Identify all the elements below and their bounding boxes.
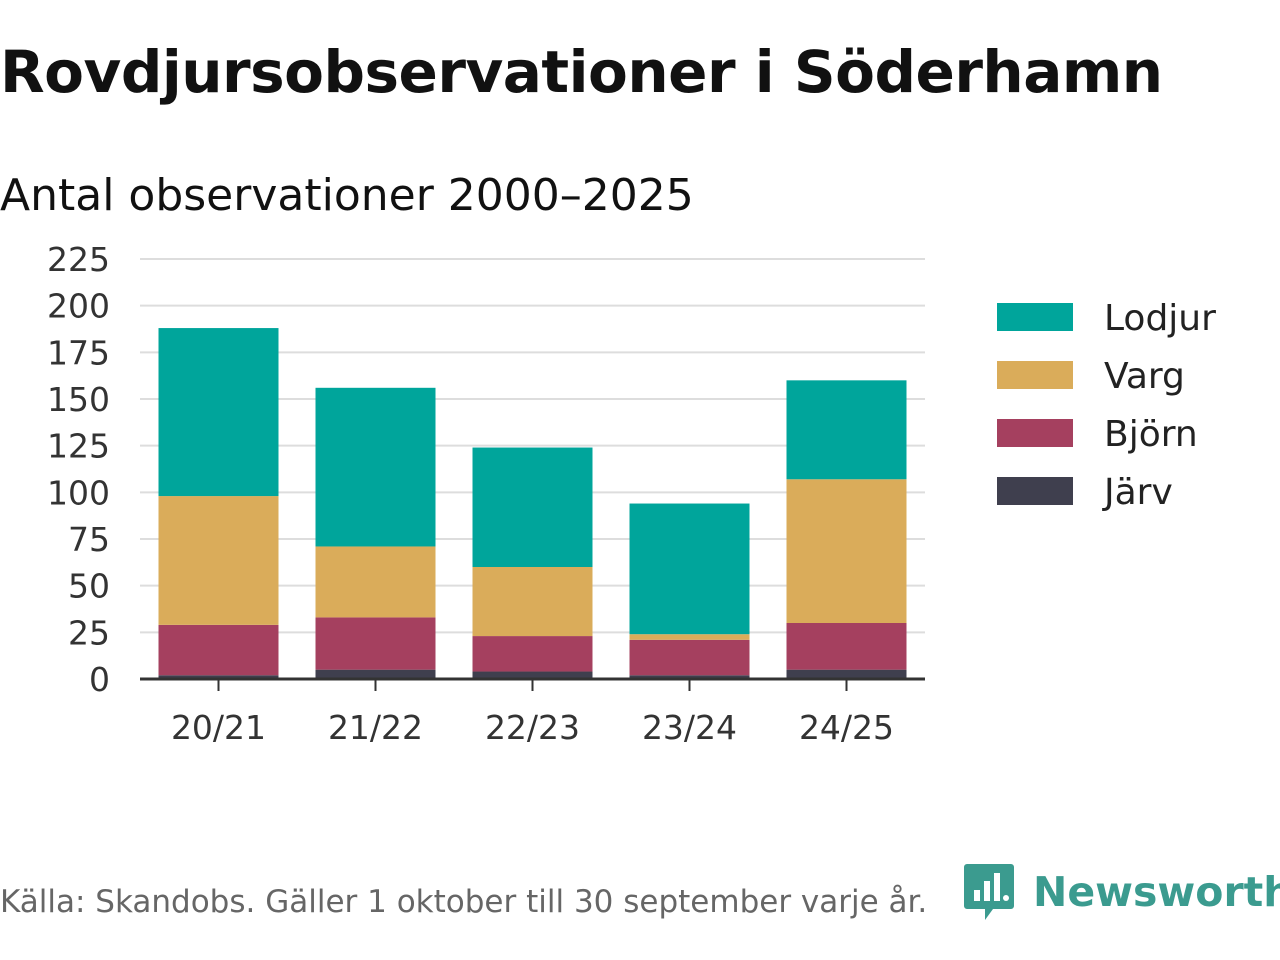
- y-tick-label: 125: [47, 427, 110, 466]
- bar-segment-lodjur: [315, 387, 436, 547]
- y-tick-label: 50: [68, 567, 110, 606]
- x-tick-label: 24/25: [799, 708, 894, 747]
- y-tick-label: 200: [47, 287, 110, 326]
- x-tick-label: 22/23: [485, 708, 580, 747]
- bar-segment-varg: [315, 546, 436, 618]
- y-tick-label: 0: [89, 660, 110, 699]
- y-tick-label: 75: [68, 520, 110, 559]
- bar-segment-björn: [315, 617, 436, 670]
- bar-segment-järv: [315, 669, 436, 679]
- legend-label: Björn: [1104, 414, 1198, 455]
- legend-label: Järv: [1102, 472, 1173, 513]
- bar-segment-björn: [158, 624, 279, 676]
- bar-segment-björn: [629, 639, 750, 676]
- bar-segment-järv: [629, 675, 750, 679]
- bar-segment-lodjur: [472, 447, 593, 567]
- legend-swatch-lodjur: [997, 303, 1073, 331]
- y-tick-label: 175: [47, 333, 110, 372]
- bar-segment-lodjur: [786, 380, 907, 480]
- newsworthy-logo-icon: [964, 864, 1014, 920]
- bar-segment-varg: [629, 634, 750, 640]
- bar-segment-järv: [158, 675, 279, 679]
- bar-segment-järv: [786, 669, 907, 679]
- stacked-bar-chart: 0 25 50 75 100 125 150 175 200 225 20/21 21/22 22/23…: [47, 240, 1216, 747]
- legend-label: Varg: [1104, 356, 1185, 397]
- y-tick-label: 100: [47, 473, 110, 512]
- brand-logo: Newsworthy: [963, 862, 1280, 922]
- chart-title: Rovdjursobservationer i Söderhamn: [0, 38, 1163, 106]
- x-tick-label: 21/22: [328, 708, 423, 747]
- bar-segment-varg: [786, 479, 907, 623]
- x-tick-label: 20/21: [171, 708, 266, 747]
- bar-segment-björn: [472, 636, 593, 672]
- bar-segment-björn: [786, 623, 907, 670]
- bar-segment-varg: [472, 567, 593, 637]
- legend-swatch-björn: [997, 419, 1073, 447]
- bar-segment-järv: [472, 671, 593, 679]
- bar-segment-varg: [158, 496, 279, 625]
- bar-segment-lodjur: [629, 503, 750, 635]
- source-note: Källa: Skandobs. Gäller 1 oktober till 3…: [0, 884, 928, 920]
- x-tick-label: 23/24: [642, 708, 737, 747]
- brand-name: Newsworthy: [1033, 868, 1280, 916]
- chart-subtitle: Antal observationer 2000–2025: [0, 170, 694, 221]
- y-tick-label: 25: [68, 613, 110, 652]
- legend-swatch-järv: [997, 477, 1073, 505]
- legend-label: Lodjur: [1104, 298, 1216, 339]
- legend-swatch-varg: [997, 361, 1073, 389]
- y-tick-label: 225: [47, 240, 110, 279]
- y-tick-label: 150: [47, 380, 110, 419]
- bar-segment-lodjur: [158, 328, 279, 497]
